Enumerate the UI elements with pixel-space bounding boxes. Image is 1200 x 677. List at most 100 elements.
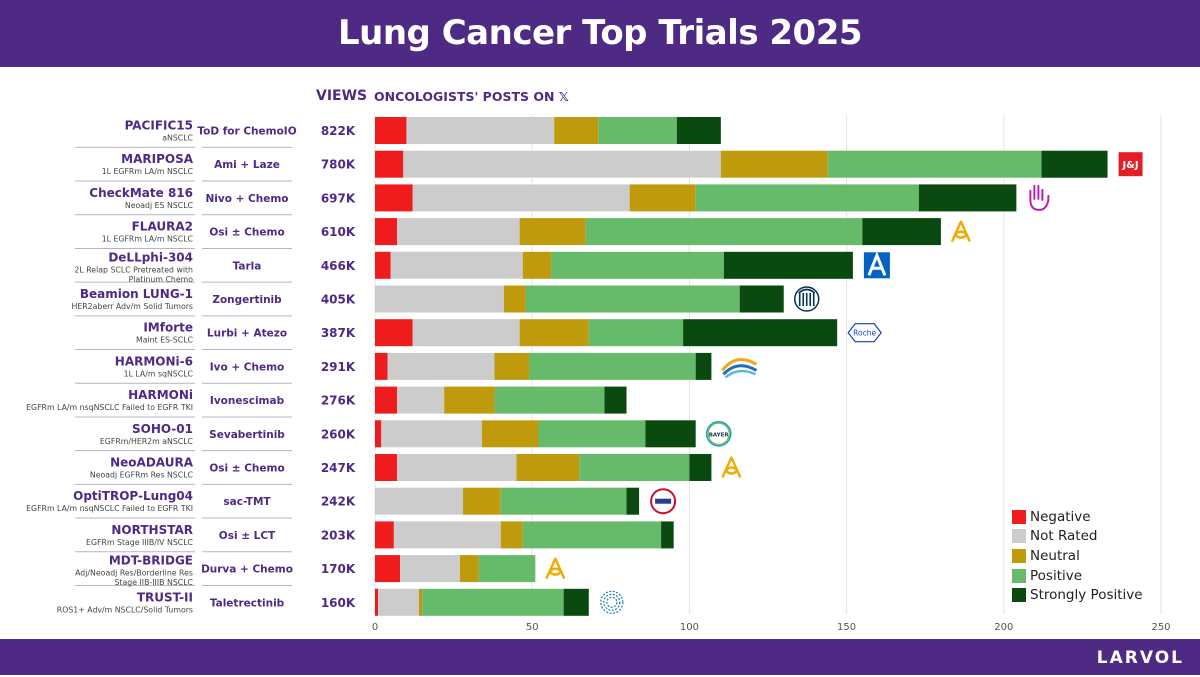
bar-segment-positive [579, 454, 690, 481]
legend-label: Strongly Positive [1030, 587, 1143, 604]
trial-name: HARMONi-6 [115, 354, 193, 368]
astrazeneca-logo-mark [950, 220, 972, 243]
bar-segment-positive [529, 352, 696, 380]
bar-segment-not-rated [387, 352, 495, 380]
treatment-label: Ivo + Chemo [210, 361, 285, 373]
bar-segment-not-rated [381, 420, 482, 448]
bayer-logo-ring [705, 420, 732, 447]
bar-segment-negative [375, 319, 413, 347]
nuvation-logo-ring [606, 596, 618, 608]
bar-segment-positive [538, 420, 646, 448]
bar-segment-strongly-positive [723, 251, 853, 279]
treatment-label: Sevabertinib [209, 429, 285, 441]
bar-segment-strongly-positive [918, 184, 1017, 212]
jnj-logo: J&J [1118, 152, 1143, 177]
bar-segment-neutral [459, 555, 479, 583]
bar-segment-positive [585, 218, 863, 246]
brand-logo: LARVOL [1096, 648, 1184, 668]
legend-item-negative: Negative [1012, 507, 1143, 527]
treatment-label: Osi ± Chemo [209, 463, 284, 475]
views-value: 260K [321, 427, 356, 441]
bar-segment-not-rated [378, 588, 420, 616]
treatment-label: Zongertinib [212, 294, 282, 306]
bar-segment-negative [375, 150, 404, 178]
bar-segment-negative [375, 420, 382, 448]
treatment-label: Durva + Chemo [201, 564, 293, 576]
boehringer-logo [793, 286, 820, 312]
trial-subtitle: 2L Relap SCLC Pretreated with [74, 265, 193, 274]
summit-logo [640, 391, 650, 410]
bar-segment-neutral [494, 352, 530, 380]
bar-segment-neutral [522, 251, 552, 279]
trial-subtitle: Maint ES-SCLC [136, 336, 194, 345]
legend-label: Negative [1030, 508, 1091, 525]
views-value: 610K [321, 225, 356, 239]
bar-segment-neutral [720, 150, 828, 178]
legend-item-strongly-positive: Strongly Positive [1012, 585, 1143, 605]
trial-subtitle: Neoadj ES NSCLC [125, 201, 194, 210]
trial-subtitle: Neoadj EGFRm Res NSCLC [90, 471, 194, 480]
legend-item-not-rated: Not Rated [1012, 527, 1143, 547]
astrazeneca-logo [545, 557, 566, 580]
legend-swatch [1012, 529, 1026, 544]
treatment-label: Tarla [233, 260, 262, 272]
views-value: 160K [321, 596, 356, 610]
trial-name: IMforte [143, 321, 193, 335]
bar-segment-not-rated [406, 117, 555, 144]
treatment-label: Taletrectinib [210, 597, 285, 609]
bayer-logo: BAYER [705, 420, 732, 447]
bar-segment-neutral [481, 420, 539, 448]
treatment-label: ToD for ChemoIO [197, 126, 296, 138]
akeso-logo-swoosh-2 [722, 364, 758, 376]
bar-segment-not-rated [397, 454, 517, 481]
x-platform-icon: 𝕏 [558, 89, 569, 104]
bar-segment-strongly-positive [689, 454, 712, 481]
nuvation-logo-ring [600, 590, 624, 614]
trial-subtitle: EGFRm LA/m nsqNSCLC Failed to EGFR TKI [26, 403, 193, 412]
views-value: 203K [321, 528, 356, 542]
jnj-logo-box [1118, 152, 1143, 177]
bar-segment-strongly-positive [862, 218, 941, 246]
views-value: 387K [321, 326, 356, 340]
x-tick-label: 0 [372, 622, 378, 633]
amgen-logo-mark [867, 251, 887, 276]
views-value: 780K [321, 158, 356, 172]
bar-segment-negative [375, 521, 394, 549]
legend-swatch [1012, 509, 1026, 524]
treatment-label: Osi ± LCT [219, 530, 276, 542]
legend-item-positive: Positive [1012, 566, 1143, 586]
bar-segment-positive [551, 251, 724, 279]
x-tick-label: 100 [680, 622, 699, 633]
bar-segment-negative [375, 588, 379, 616]
bar-segment-positive [422, 588, 564, 616]
bar-segment-neutral [503, 285, 526, 313]
bar-segment-positive [494, 386, 605, 414]
trial-name: SOHO-01 [132, 422, 193, 436]
bar-segment-neutral [444, 386, 495, 414]
bar-segment-strongly-positive [626, 487, 640, 515]
legend-label: Not Rated [1030, 528, 1098, 545]
trial-subtitle: aNSCLC [162, 134, 193, 143]
bar-segment-neutral [516, 454, 580, 481]
footer-bar: LARVOL [0, 639, 1200, 675]
trial-subtitle: HER2aberr Adv/m Solid Tumors [71, 302, 193, 311]
x-tick-label: 50 [526, 622, 539, 633]
bar-segment-positive [827, 150, 1042, 178]
trial-subtitle: EGFRm LA/m nsqNSCLC Failed to EGFR TKI [26, 504, 193, 513]
trial-name: TRUST-II [137, 590, 193, 604]
legend-swatch [1012, 548, 1026, 563]
posts-column-header: ONCOLOGISTS' POSTS ON 𝕏 [374, 89, 569, 104]
legend-label: Neutral [1030, 547, 1080, 564]
trial-name: Beamion LUNG-1 [80, 287, 193, 301]
bar-segment-strongly-positive [645, 420, 696, 448]
akeso-logo-swoosh-3 [724, 369, 756, 379]
bar-segment-neutral [519, 218, 586, 246]
astrazeneca-logo-mark [545, 557, 566, 580]
views-value: 276K [321, 394, 356, 408]
trial-name: NeoADAURA [110, 456, 194, 470]
